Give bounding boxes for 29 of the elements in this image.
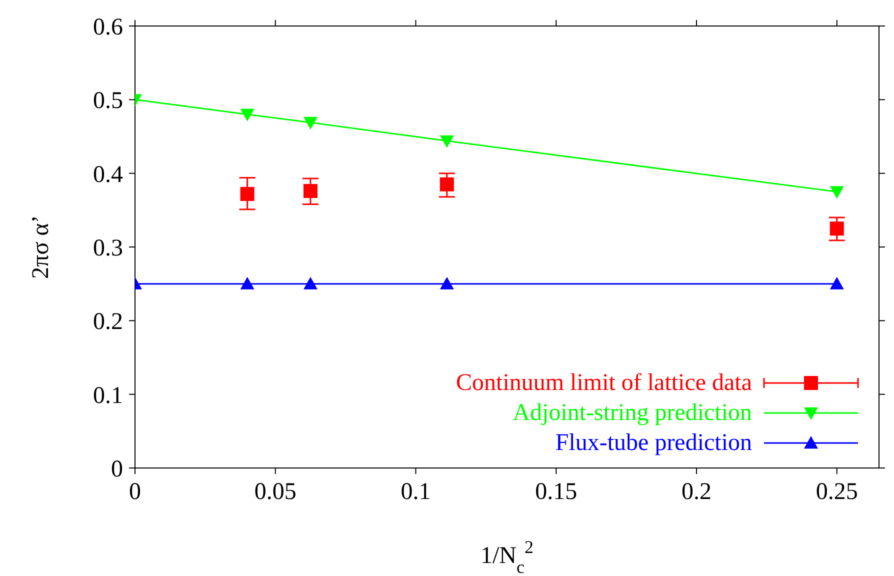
- x-tick-label: 0.15: [535, 479, 578, 506]
- point: [440, 135, 454, 148]
- point: [440, 276, 454, 290]
- legend-label: Adjoint-string prediction: [512, 400, 752, 426]
- point: [303, 184, 318, 198]
- point: [240, 186, 254, 201]
- legend-label: Continuum limit of lattice data: [456, 370, 752, 396]
- point: [830, 222, 844, 236]
- point: [303, 276, 318, 290]
- y-tick-label: 0.6: [93, 14, 123, 41]
- point: [830, 186, 844, 199]
- y-axis-title: 2πσ α’: [28, 215, 54, 279]
- point: [240, 276, 254, 290]
- x-tick-label: 0.1: [400, 479, 431, 506]
- x-tick-label: 0.25: [816, 479, 858, 506]
- y-tick-label: 0.2: [93, 309, 123, 336]
- y-tick-label: 0.3: [93, 236, 123, 262]
- point: [440, 177, 454, 192]
- legend-label: Flux-tube prediction: [555, 430, 752, 456]
- x-tick-label: 0.2: [682, 479, 712, 506]
- x-tick-label: 0: [129, 479, 141, 506]
- point: [240, 108, 254, 122]
- y-tick-label: 0.4: [93, 162, 123, 188]
- y-tick-label: 0.5: [93, 88, 123, 114]
- point: [830, 276, 844, 290]
- y-tick-label: 0.1: [93, 382, 123, 409]
- x-tick-label: 0.05: [254, 479, 296, 506]
- y-tick-label: 0: [111, 456, 123, 483]
- point: [303, 116, 318, 130]
